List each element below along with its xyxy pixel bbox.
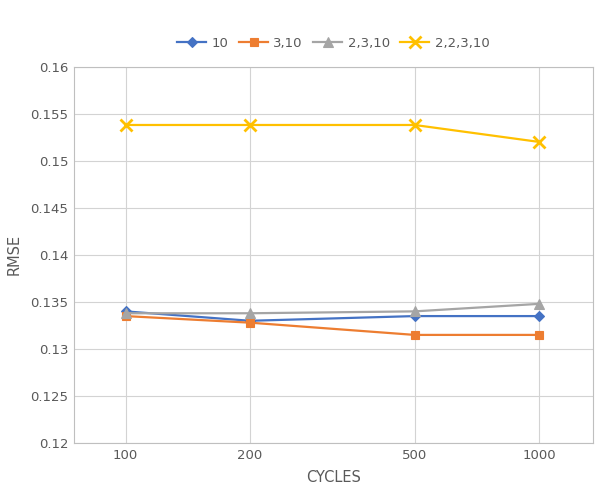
2,3,10: [536, 301, 543, 307]
2,3,10: [411, 308, 418, 314]
2,3,10: [247, 310, 254, 316]
2,3,10: [122, 310, 129, 316]
2,2,3,10: [247, 122, 254, 128]
Line: 2,3,10: 2,3,10: [121, 299, 544, 318]
3,10: [411, 332, 418, 338]
Line: 10: 10: [122, 308, 542, 324]
X-axis label: CYCLES: CYCLES: [306, 470, 361, 485]
2,2,3,10: [122, 122, 129, 128]
10: [536, 313, 543, 319]
Y-axis label: RMSE: RMSE: [7, 234, 22, 276]
3,10: [536, 332, 543, 338]
10: [411, 313, 418, 319]
Line: 3,10: 3,10: [121, 312, 544, 339]
2,2,3,10: [536, 139, 543, 145]
10: [247, 318, 254, 324]
10: [122, 308, 129, 314]
Line: 2,2,3,10: 2,2,3,10: [120, 120, 545, 148]
3,10: [122, 313, 129, 319]
3,10: [247, 320, 254, 326]
2,2,3,10: [411, 122, 418, 128]
Legend: 10, 3,10, 2,3,10, 2,2,3,10: 10, 3,10, 2,3,10, 2,2,3,10: [172, 32, 495, 56]
